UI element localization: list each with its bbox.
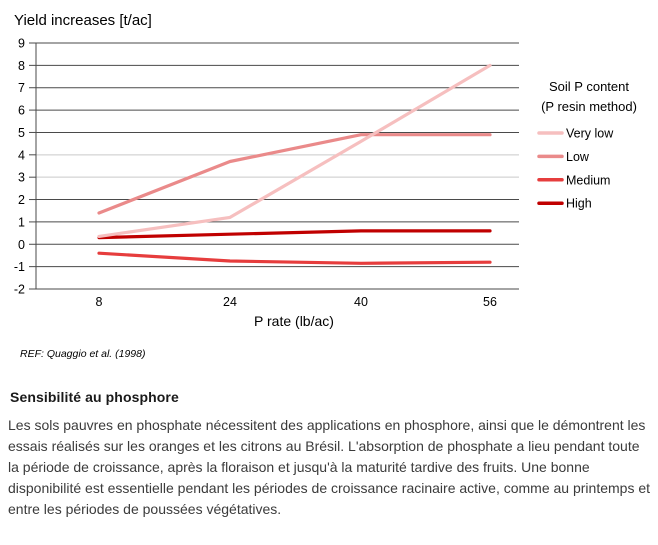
x-axis-label: P rate (lb/ac) xyxy=(254,313,334,329)
article-section: Sensibilité au phosphore Les sols pauvre… xyxy=(0,389,658,520)
y-axis-tick-label: 8 xyxy=(18,59,25,73)
y-axis-tick-label: -1 xyxy=(14,260,25,274)
series-line-low xyxy=(97,133,492,215)
y-axis-tick-label: 4 xyxy=(18,148,25,162)
x-axis-tick-label: 56 xyxy=(483,295,497,309)
y-axis-tick-label: 3 xyxy=(18,171,25,185)
legend-label: Medium xyxy=(566,173,610,187)
y-axis-tick-label: 7 xyxy=(18,81,25,95)
x-axis-tick-label: 8 xyxy=(96,295,103,309)
chart-title: Yield increases [t/ac] xyxy=(14,12,152,29)
article-body: Les sols pauvres en phosphate nécessiten… xyxy=(8,417,651,517)
y-axis-tick-label: 9 xyxy=(18,37,25,51)
x-axis-tick-label: 40 xyxy=(354,295,368,309)
y-axis-tick-label: 5 xyxy=(18,126,25,140)
y-axis-tick-label: 2 xyxy=(18,193,25,207)
y-axis-tick-label: 0 xyxy=(18,238,25,252)
y-axis-tick-label: -2 xyxy=(14,283,25,297)
y-axis-tick-label: 1 xyxy=(18,215,25,229)
series-line-high xyxy=(97,229,492,240)
series-line-medium xyxy=(97,251,492,265)
chart-reference: REF: Quaggio et al. (1998) xyxy=(20,348,145,360)
legend-title: Soil P content xyxy=(549,79,629,94)
article-heading: Sensibilité au phosphore xyxy=(10,389,179,405)
y-axis-tick-label: 6 xyxy=(18,104,25,118)
legend-label: High xyxy=(566,197,592,211)
legend-title: (P resin method) xyxy=(541,99,637,114)
series-line-very-low xyxy=(97,63,492,238)
legend-label: Low xyxy=(566,150,590,164)
x-axis-tick-label: 24 xyxy=(223,295,237,309)
legend-label: Very low xyxy=(566,127,614,141)
